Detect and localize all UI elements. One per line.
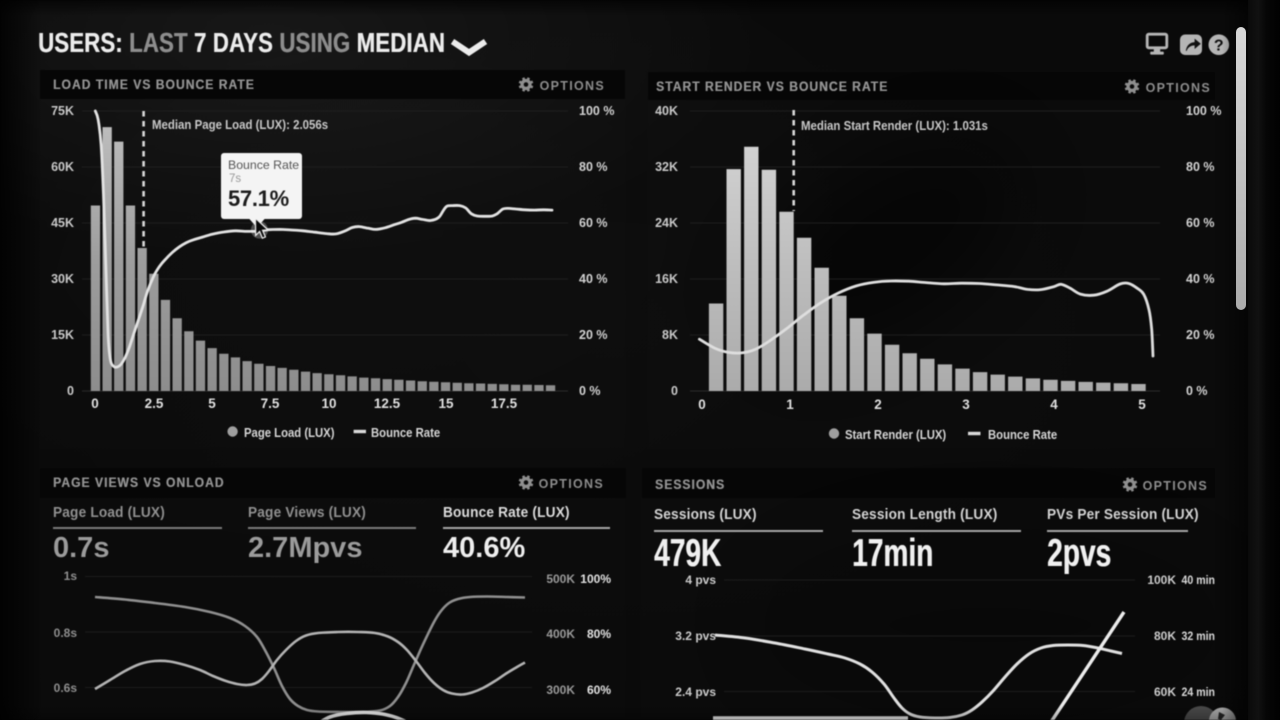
svg-text:?: ? <box>1214 38 1224 55</box>
